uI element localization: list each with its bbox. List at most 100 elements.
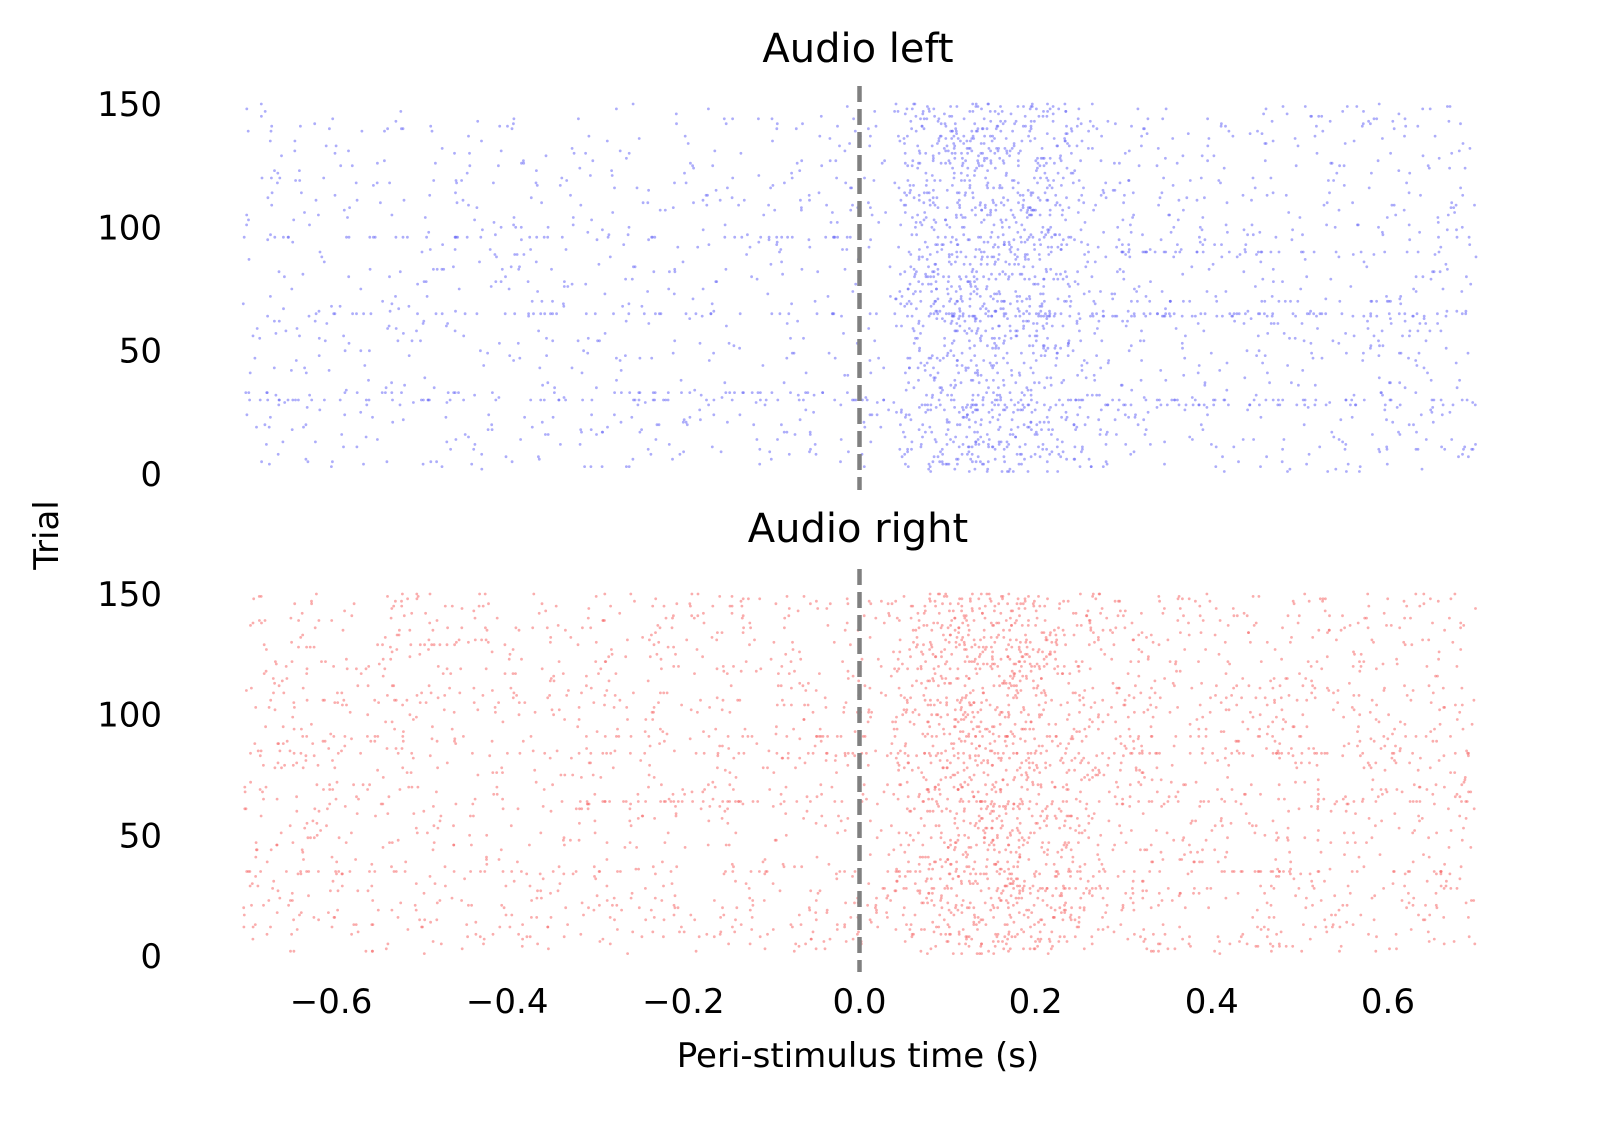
spike-dot bbox=[283, 275, 286, 279]
spike-dot bbox=[997, 814, 1001, 818]
spike-dot bbox=[938, 759, 942, 762]
spike-dot bbox=[304, 754, 308, 758]
spike-dot bbox=[1388, 947, 1391, 951]
spike-dot bbox=[1287, 751, 1290, 755]
spike-dot bbox=[258, 336, 262, 340]
spike-dot bbox=[1002, 196, 1005, 200]
spike-dot bbox=[863, 176, 866, 180]
spike-dot bbox=[1351, 923, 1355, 926]
spike-dot bbox=[1008, 248, 1012, 251]
spike-dot bbox=[879, 425, 883, 429]
spike-dot bbox=[1203, 238, 1207, 242]
spike-dot bbox=[976, 763, 979, 767]
spike-dot bbox=[977, 161, 980, 165]
spike-dot bbox=[314, 198, 318, 202]
spike-dot bbox=[1001, 159, 1005, 163]
spike-dot bbox=[533, 768, 537, 772]
spike-dot bbox=[340, 872, 344, 876]
spike-dot bbox=[260, 114, 263, 118]
spike-dot bbox=[988, 812, 992, 815]
spike-dot bbox=[569, 193, 572, 197]
spike-dot bbox=[1170, 899, 1174, 902]
spike-dot bbox=[1137, 800, 1140, 803]
spike-dot bbox=[1067, 814, 1071, 818]
spike-dot bbox=[465, 923, 469, 926]
spike-dot bbox=[915, 270, 918, 274]
spike-dot bbox=[925, 179, 929, 182]
spike-dot bbox=[805, 809, 809, 813]
spike-dot bbox=[1009, 882, 1013, 885]
spike-dot bbox=[978, 336, 982, 340]
spike-dot bbox=[1401, 334, 1404, 338]
spike-dot bbox=[1275, 838, 1278, 842]
spike-dot bbox=[1464, 901, 1468, 905]
spike-dot bbox=[961, 299, 964, 303]
spike-dot bbox=[1198, 240, 1202, 244]
spike-dot bbox=[1243, 376, 1247, 380]
spike-dot bbox=[993, 137, 996, 140]
spike-dot bbox=[1330, 430, 1334, 434]
spike-dot bbox=[1181, 937, 1184, 941]
spike-dot bbox=[992, 378, 995, 382]
spike-dot bbox=[1069, 870, 1072, 873]
spike-dot bbox=[945, 884, 949, 888]
spike-dot bbox=[835, 771, 838, 774]
spike-dot bbox=[465, 171, 469, 175]
spike-dot bbox=[255, 327, 259, 330]
spike-dot bbox=[906, 134, 909, 138]
spike-dot bbox=[1033, 452, 1037, 456]
spike-dot bbox=[1029, 139, 1032, 143]
spike-dot bbox=[1104, 181, 1108, 185]
spike-dot bbox=[851, 398, 854, 402]
spike-dot bbox=[769, 262, 773, 266]
spike-dot bbox=[960, 351, 964, 355]
spike-dot bbox=[1083, 862, 1087, 866]
spike-dot bbox=[964, 255, 968, 259]
spike-dot bbox=[673, 181, 676, 185]
spike-dot bbox=[980, 942, 983, 946]
spike-dot bbox=[314, 440, 317, 444]
spike-dot bbox=[974, 206, 977, 210]
spike-dot bbox=[1370, 171, 1373, 175]
spike-dot bbox=[1189, 850, 1193, 854]
spike-dot bbox=[1446, 105, 1449, 108]
spike-dot bbox=[903, 751, 907, 755]
spike-dot bbox=[543, 751, 547, 755]
spike-dot bbox=[1271, 267, 1275, 271]
spike-dot bbox=[546, 925, 550, 929]
spike-dot bbox=[768, 450, 772, 454]
spike-dot bbox=[295, 928, 299, 931]
spike-dot bbox=[1317, 829, 1320, 832]
spike-dot bbox=[987, 147, 991, 150]
spike-dot bbox=[1012, 751, 1015, 755]
spike-dot bbox=[1308, 312, 1311, 316]
spike-dot bbox=[966, 783, 970, 787]
spike-dot bbox=[819, 783, 823, 787]
spike-dot bbox=[491, 932, 495, 936]
spike-dot bbox=[997, 403, 1000, 407]
spike-dot bbox=[390, 841, 394, 844]
spike-dot bbox=[1428, 913, 1432, 917]
spike-dot bbox=[1006, 836, 1009, 840]
spike-dot bbox=[1006, 317, 1009, 320]
spike-dot bbox=[973, 354, 977, 357]
spike-dot bbox=[889, 751, 893, 755]
spike-dot bbox=[1200, 751, 1204, 755]
spike-dot bbox=[977, 754, 980, 758]
spike-dot bbox=[627, 312, 631, 316]
spike-dot bbox=[1381, 137, 1384, 140]
spike-dot bbox=[495, 771, 499, 774]
spike-dot bbox=[379, 802, 383, 806]
spike-dot bbox=[936, 142, 939, 145]
spike-dot bbox=[951, 773, 955, 777]
spike-dot bbox=[548, 756, 552, 760]
spike-dot bbox=[1041, 899, 1045, 902]
spike-dot bbox=[932, 312, 936, 316]
spike-dot bbox=[1006, 901, 1010, 905]
spike-dot bbox=[485, 858, 488, 861]
spike-dot bbox=[969, 292, 973, 296]
spike-dot bbox=[667, 287, 671, 291]
spike-dot bbox=[1435, 872, 1438, 876]
spike-dot bbox=[1069, 913, 1073, 917]
spike-dot bbox=[300, 191, 303, 195]
